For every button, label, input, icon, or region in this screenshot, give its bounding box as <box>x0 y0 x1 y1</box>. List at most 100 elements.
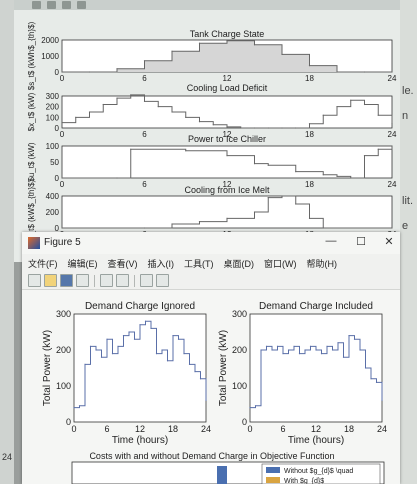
y-axis-label: $u_t$ (kW) <box>27 142 36 181</box>
x-tick-label: 0 <box>60 130 65 139</box>
data-point <box>267 197 269 199</box>
x-tick-label: 6 <box>142 74 147 83</box>
select-arrow-icon[interactable] <box>140 274 153 287</box>
menu-view[interactable]: 查看(V) <box>107 259 138 269</box>
y-tick-label: 300 <box>56 309 71 319</box>
x-tick-label: 12 <box>135 424 145 434</box>
data-point <box>381 399 383 401</box>
subplot-title: Cooling from Ice Melt <box>184 185 270 195</box>
data-point <box>143 227 146 229</box>
series-line <box>62 195 392 229</box>
data-point <box>281 127 283 129</box>
data-point <box>308 217 311 219</box>
toolbar-separator <box>94 274 95 287</box>
data-point <box>130 148 132 150</box>
title-bar: Figure 5 — ☐ ✕ <box>22 232 400 254</box>
data-point <box>143 60 146 62</box>
plot-tools-icon[interactable] <box>156 274 169 287</box>
data-point <box>308 65 311 67</box>
data-point <box>166 360 169 362</box>
x-tick-label: 6 <box>280 424 285 434</box>
new-icon[interactable] <box>28 274 41 287</box>
data-point <box>199 378 202 380</box>
toolbar-icon[interactable] <box>32 1 41 9</box>
x-tick-label: 0 <box>247 424 252 434</box>
open-icon[interactable] <box>44 274 57 287</box>
data-point <box>253 44 256 46</box>
data-point <box>322 114 324 116</box>
data-point <box>267 164 269 166</box>
data-point <box>130 94 132 96</box>
data-point <box>298 353 301 355</box>
maximize-button[interactable]: ☐ <box>356 236 366 248</box>
data-point <box>265 345 268 347</box>
data-point <box>295 203 297 205</box>
data-point <box>326 345 328 347</box>
data-point <box>116 68 118 70</box>
data-point <box>61 122 63 124</box>
y-tick-label: 300 <box>46 92 60 101</box>
data-point <box>122 335 125 337</box>
data-point <box>171 50 173 52</box>
x-tick-label: 18 <box>305 180 314 189</box>
data-point <box>342 356 345 358</box>
legend-entry: Without $g_{d}$ \quad <box>284 468 353 475</box>
x-tick-label: 0 <box>60 74 65 83</box>
x-tick-label: 24 <box>388 74 397 83</box>
data-point <box>116 177 118 179</box>
data-point <box>106 338 108 340</box>
data-point <box>226 126 228 128</box>
toolbar-icon[interactable] <box>77 1 86 9</box>
data-point <box>254 405 257 407</box>
insert-legend-icon[interactable] <box>116 274 129 287</box>
background-window-right-edge: le. n lit. e <box>400 0 417 484</box>
data-point <box>331 349 334 351</box>
save-icon[interactable] <box>60 274 73 287</box>
y-tick-label: 200 <box>232 345 247 355</box>
toolbar-icon[interactable] <box>62 1 71 9</box>
menu-edit[interactable]: 编辑(E) <box>67 259 98 269</box>
print-icon[interactable] <box>76 274 89 287</box>
bar <box>217 466 227 484</box>
menu-desktop[interactable]: 桌面(D) <box>223 259 255 269</box>
y-tick-label: 0 <box>55 174 60 183</box>
data-point <box>260 349 262 351</box>
y-tick-label: 100 <box>46 142 60 151</box>
data-point <box>320 353 323 355</box>
menu-help[interactable]: 帮助(H) <box>306 259 338 269</box>
data-point <box>75 116 77 118</box>
data-point <box>111 353 114 355</box>
y-tick-label: 100 <box>46 113 60 122</box>
insert-colorbar-icon[interactable] <box>100 274 113 287</box>
close-button[interactable]: ✕ <box>384 236 394 248</box>
x-tick-label: 12 <box>223 74 232 83</box>
menu-window[interactable]: 窗口(W) <box>264 259 297 269</box>
x-tick-label: 24 <box>388 180 397 189</box>
data-point <box>322 174 324 176</box>
minimize-button[interactable]: — <box>325 235 337 247</box>
data-point <box>198 121 201 123</box>
menu-insert[interactable]: 插入(I) <box>147 259 175 269</box>
data-point <box>391 227 393 229</box>
matlab-icon <box>28 237 40 249</box>
background-window-left-edge: 24 <box>0 0 14 484</box>
data-point <box>155 353 158 355</box>
data-point <box>308 123 311 125</box>
toolbar-icon[interactable] <box>47 1 56 9</box>
menu-file[interactable]: 文件(F) <box>28 259 58 269</box>
figure-5-window: Figure 5 — ☐ ✕ 文件(F) 编辑(E) 查看(V) 插入(I) 工… <box>22 232 400 484</box>
data-point <box>171 223 173 225</box>
y-tick-label: 100 <box>232 381 247 391</box>
data-point <box>100 356 103 358</box>
data-point <box>353 338 356 340</box>
y-tick-label: 2000 <box>41 36 59 45</box>
data-point <box>185 116 187 118</box>
data-point <box>102 103 104 106</box>
data-point <box>212 124 214 126</box>
data-point <box>287 349 290 351</box>
y-axis-label: Total Power (kW) <box>218 330 229 406</box>
axes-box <box>61 95 393 129</box>
figure-canvas: Demand Charge Ignored 0 100 200 300 0 6 12 18 24 T… <box>22 290 400 484</box>
menu-tools[interactable]: 工具(T) <box>184 259 214 269</box>
data-point <box>348 335 350 337</box>
